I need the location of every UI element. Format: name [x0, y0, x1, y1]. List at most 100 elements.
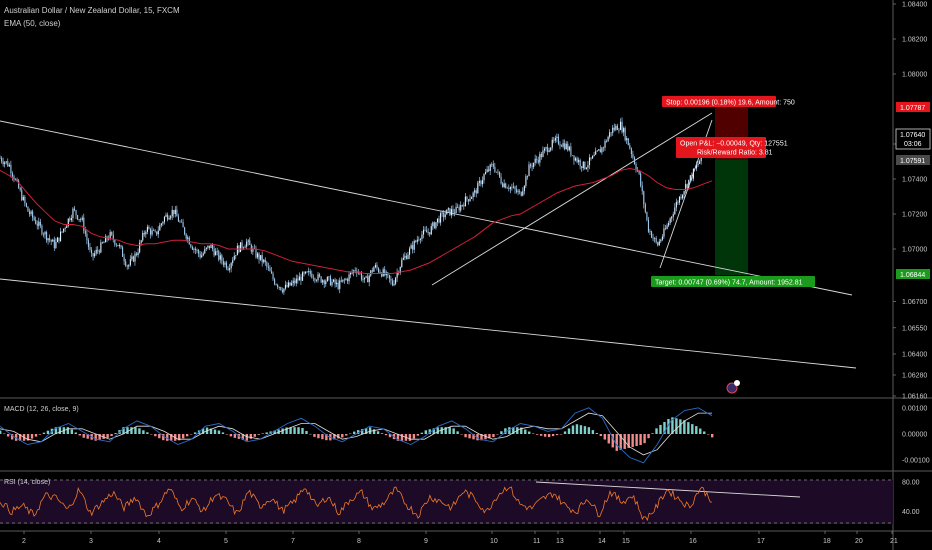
candle-body [72, 208, 74, 219]
candle-body [691, 175, 693, 179]
candle-body [683, 191, 685, 195]
candle-body [81, 217, 83, 220]
candle-body [562, 143, 564, 147]
macd-histogram-bar [583, 426, 587, 434]
candle-body [463, 204, 465, 207]
candle-body [360, 273, 363, 280]
candle-body [334, 279, 336, 285]
candle-body [376, 265, 378, 269]
macd-histogram-bar [245, 434, 249, 441]
macd-histogram-bar [261, 433, 264, 434]
macd-histogram-bar [468, 434, 471, 439]
macd-histogram-bar [305, 430, 308, 434]
macd-histogram-bar [170, 434, 173, 441]
candle-body [83, 217, 85, 231]
candle-body [485, 172, 487, 175]
macd-histogram-bar [368, 427, 372, 434]
candle-body [177, 216, 179, 222]
macd-histogram-bar [532, 433, 535, 435]
ema-line [0, 167, 713, 274]
candle-body [173, 209, 175, 214]
macd-histogram-bar [301, 427, 304, 434]
event-marker-icon[interactable] [726, 380, 740, 394]
macd-histogram-bar [567, 428, 571, 434]
candle-body [534, 158, 536, 163]
candle-body [308, 271, 310, 273]
macd-histogram-bar [229, 434, 233, 437]
rising-trendline[interactable] [431, 112, 713, 286]
candle-body [570, 146, 572, 156]
candle-body [101, 242, 103, 244]
macd-histogram-bar [408, 434, 412, 441]
candle-body [346, 278, 349, 282]
candle-body [505, 183, 507, 189]
candle-body [627, 138, 629, 146]
candle-body [323, 280, 325, 284]
candle-body [421, 234, 423, 240]
candle-body [641, 185, 643, 192]
macd-title: MACD (12, 26, close, 9) [4, 406, 79, 413]
candle-body [618, 129, 620, 131]
candle-body [337, 282, 339, 289]
candle-body [118, 245, 121, 247]
candle-body [306, 271, 308, 273]
macd-histogram-bar [563, 431, 567, 434]
candle-body [368, 275, 370, 283]
macd-histogram-bar [364, 428, 368, 434]
candle-body [610, 132, 612, 133]
candle-body [489, 164, 491, 171]
ema-legend: EMA (50, close) [4, 19, 61, 28]
candle-body [564, 143, 566, 150]
macd-histogram-bar [424, 430, 428, 434]
candle-body [56, 237, 58, 243]
macd-histogram-bar [82, 434, 85, 438]
stop-price-tag-text: 1.07787 [900, 105, 925, 112]
macd-histogram-bar [591, 430, 595, 434]
candle-body [537, 159, 539, 163]
candle-body [365, 276, 367, 278]
candle-body [647, 219, 650, 232]
candle-body [35, 219, 37, 224]
macd-histogram-bar [297, 427, 300, 434]
candle-body [176, 209, 178, 217]
candle-body [92, 253, 94, 257]
candle-body [126, 265, 128, 267]
candle-body [517, 191, 519, 193]
candle-body [103, 242, 105, 244]
candle-body [483, 174, 485, 181]
candle-body [95, 249, 97, 254]
candle-body [354, 270, 356, 271]
candle-body [63, 228, 65, 232]
time-x-tick-label: 17 [757, 538, 765, 545]
candle-body [70, 218, 72, 221]
candle-body [616, 125, 618, 131]
macd-histogram-bar [0, 430, 2, 434]
candle-body [592, 155, 594, 159]
candle-body [288, 282, 290, 287]
candle-body [520, 191, 522, 196]
candle-body [402, 257, 404, 260]
candle-body [80, 219, 82, 220]
candle-body [210, 244, 212, 249]
channel-upper-trendline[interactable] [0, 120, 853, 296]
open-pnl-label[interactable]: Open P&L: −0.00049, Qty: 127551 Risk/Rew… [676, 137, 788, 158]
macd-histogram-bar [703, 431, 706, 434]
candle-body [595, 151, 597, 155]
channel-lower-trendline[interactable] [0, 278, 857, 369]
candle-body [519, 191, 521, 192]
stop-label[interactable]: Stop: 0.00196 (0.18%) 19.6, Amount: 750 [662, 96, 795, 107]
target-label[interactable]: Target: 0.00747 (0.69%) 74.7, Amount: 19… [651, 276, 815, 287]
macd-histogram-bar [643, 434, 646, 444]
candle-body [24, 196, 26, 204]
candle-body [467, 199, 470, 202]
candle-body [224, 262, 226, 265]
candle-body [236, 245, 238, 256]
candle-body [657, 242, 659, 246]
macd-histogram-bar [38, 434, 42, 435]
candle-body [623, 128, 625, 133]
macd-histogram-bar [647, 434, 650, 439]
candle-body [514, 186, 516, 190]
macd-histogram-bar [253, 434, 256, 437]
candle-body [416, 239, 418, 242]
